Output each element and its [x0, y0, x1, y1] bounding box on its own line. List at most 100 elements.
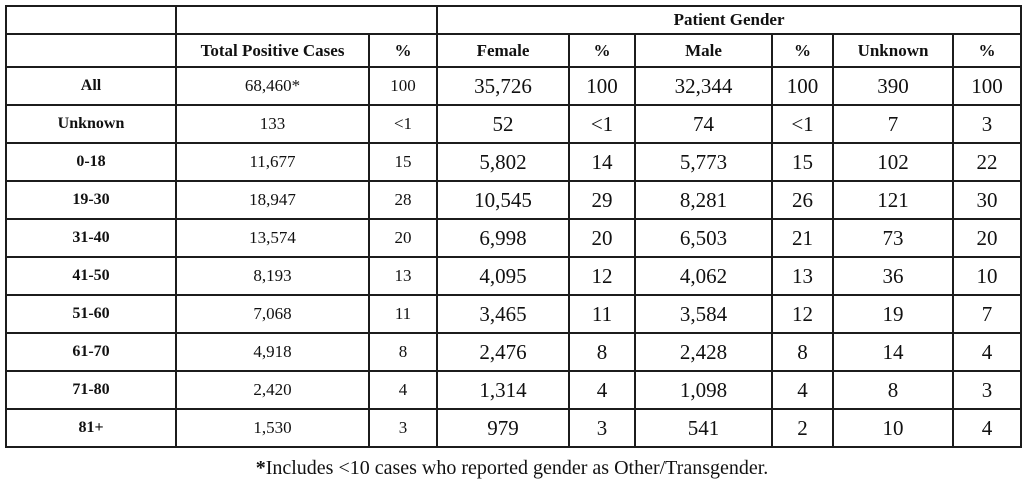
total-cases-cell: 7,068: [175, 294, 370, 334]
total-cases-cell: 11,677: [175, 142, 370, 182]
unknown-cell: 19: [832, 294, 954, 334]
total-pct-cell: 15: [368, 142, 438, 182]
table-row-0-18: 0-18 11,677 15 5,802 14 5,773 15 102 22: [5, 142, 1023, 182]
row-label: 81+: [5, 408, 177, 448]
unknown-cell: 121: [832, 180, 954, 220]
row-label: 31-40: [5, 218, 177, 258]
col-header-unknown: Unknown: [832, 33, 954, 68]
male-cell: 32,344: [634, 66, 773, 106]
male-pct-cell: <1: [771, 104, 834, 144]
row-label: Unknown: [5, 104, 177, 144]
unknown-pct-cell: 7: [951, 294, 1023, 334]
male-cell: 3,584: [634, 294, 773, 334]
table-footnote: *Includes <10 cases who reported gender …: [0, 457, 1024, 480]
total-cases-cell: 18,947: [175, 180, 370, 220]
female-cell: 979: [436, 408, 570, 448]
empty-label-header-cell: [5, 33, 177, 68]
unknown-pct-cell: 10: [951, 256, 1023, 296]
table-row-41-50: 41-50 8,193 13 4,095 12 4,062 13 36 10: [5, 256, 1023, 296]
total-pct-cell: 20: [368, 218, 438, 258]
unknown-pct-cell: 4: [951, 332, 1023, 372]
male-cell: 8,281: [634, 180, 773, 220]
male-pct-cell: 8: [771, 332, 834, 372]
col-header-male-pct: %: [771, 33, 834, 68]
empty-corner-cell: [5, 5, 177, 35]
col-header-female-pct: %: [568, 33, 636, 68]
col-header-male: Male: [634, 33, 773, 68]
female-cell: 35,726: [436, 66, 570, 106]
female-pct-cell: 29: [568, 180, 636, 220]
male-cell: 6,503: [634, 218, 773, 258]
table-row-31-40: 31-40 13,574 20 6,998 20 6,503 21 73 20: [5, 218, 1023, 258]
table-row-all: All 68,460* 100 35,726 100 32,344 100 39…: [5, 66, 1023, 106]
col-header-female: Female: [436, 33, 570, 68]
total-pct-cell: 11: [368, 294, 438, 334]
male-pct-cell: 12: [771, 294, 834, 334]
total-cases-cell: 8,193: [175, 256, 370, 296]
female-pct-cell: 3: [568, 408, 636, 448]
unknown-pct-cell: 3: [951, 370, 1023, 410]
unknown-cell: 8: [832, 370, 954, 410]
total-pct-cell: 4: [368, 370, 438, 410]
col-header-total-positive-cases: Total Positive Cases: [175, 33, 370, 68]
unknown-cell: 14: [832, 332, 954, 372]
total-pct-cell: 100: [368, 66, 438, 106]
female-cell: 4,095: [436, 256, 570, 296]
row-label: 71-80: [5, 370, 177, 410]
table-row-81plus: 81+ 1,530 3 979 3 541 2 10 4: [5, 408, 1023, 448]
table-row-51-60: 51-60 7,068 11 3,465 11 3,584 12 19 7: [5, 294, 1023, 334]
female-cell: 2,476: [436, 332, 570, 372]
female-cell: 1,314: [436, 370, 570, 410]
footnote-text: Includes <10 cases who reported gender a…: [265, 457, 769, 479]
row-label: 0-18: [5, 142, 177, 182]
total-cases-cell: 2,420: [175, 370, 370, 410]
female-pct-cell: 8: [568, 332, 636, 372]
male-cell: 2,428: [634, 332, 773, 372]
table-row-unknown: Unknown 133 <1 52 <1 74 <1 7 3: [5, 104, 1023, 144]
row-label: 51-60: [5, 294, 177, 334]
row-label: 41-50: [5, 256, 177, 296]
male-pct-cell: 26: [771, 180, 834, 220]
female-cell: 6,998: [436, 218, 570, 258]
unknown-pct-cell: 4: [951, 408, 1023, 448]
total-pct-cell: <1: [368, 104, 438, 144]
total-pct-cell: 3: [368, 408, 438, 448]
male-pct-cell: 100: [771, 66, 834, 106]
unknown-pct-cell: 22: [951, 142, 1023, 182]
total-pct-cell: 28: [368, 180, 438, 220]
male-cell: 541: [634, 408, 773, 448]
table-row-19-30: 19-30 18,947 28 10,545 29 8,281 26 121 3…: [5, 180, 1023, 220]
gender-header-row: Patient Gender: [5, 5, 1023, 35]
unknown-cell: 390: [832, 66, 954, 106]
male-pct-cell: 2: [771, 408, 834, 448]
col-header-total-pct: %: [368, 33, 438, 68]
table-row-71-80: 71-80 2,420 4 1,314 4 1,098 4 8 3: [5, 370, 1023, 410]
unknown-cell: 102: [832, 142, 954, 182]
total-cases-cell: 13,574: [175, 218, 370, 258]
total-cases-cell: 133: [175, 104, 370, 144]
unknown-pct-cell: 30: [951, 180, 1023, 220]
unknown-cell: 73: [832, 218, 954, 258]
patient-gender-header: Patient Gender: [435, 5, 1023, 35]
female-cell: 10,545: [436, 180, 570, 220]
female-pct-cell: 20: [568, 218, 636, 258]
total-pct-cell: 8: [368, 332, 438, 372]
female-cell: 5,802: [436, 142, 570, 182]
total-pct-cell: 13: [368, 256, 438, 296]
female-pct-cell: 100: [568, 66, 636, 106]
row-label: All: [5, 66, 177, 106]
female-pct-cell: 11: [568, 294, 636, 334]
female-pct-cell: 14: [568, 142, 636, 182]
female-cell: 3,465: [436, 294, 570, 334]
male-pct-cell: 21: [771, 218, 834, 258]
male-pct-cell: 13: [771, 256, 834, 296]
male-cell: 5,773: [634, 142, 773, 182]
col-header-unknown-pct: %: [951, 33, 1023, 68]
unknown-cell: 7: [832, 104, 954, 144]
male-cell: 74: [634, 104, 773, 144]
male-pct-cell: 15: [771, 142, 834, 182]
unknown-pct-cell: 3: [951, 104, 1023, 144]
row-label: 61-70: [5, 332, 177, 372]
empty-span-cell: [175, 5, 438, 35]
